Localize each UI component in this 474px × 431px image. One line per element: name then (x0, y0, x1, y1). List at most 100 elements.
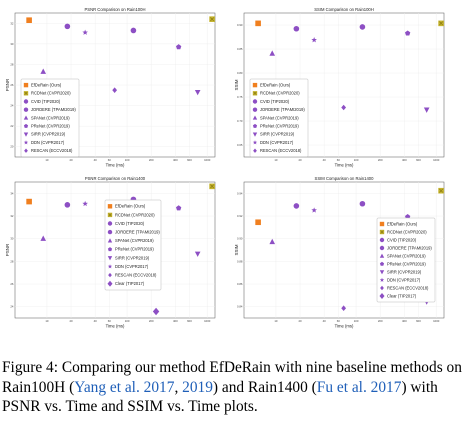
x-tick-label: 600 (187, 319, 192, 323)
x-tick-label: 20 (298, 158, 302, 162)
y-tick-label: 0.65 (237, 143, 243, 147)
x-axis-label: Time (ms) (106, 324, 125, 329)
x-tick-label: 100 (125, 158, 130, 162)
point-ddn-cvpr2017 (82, 200, 88, 207)
legend-label: RCDNet (CVPR2020) (260, 91, 300, 96)
legend-label: RCDNet (CVPR2020) (31, 91, 71, 96)
point-prenet-cvpr2019 (175, 205, 182, 211)
x-tick-label: 20 (298, 319, 302, 323)
x-tick-label: 10 (274, 319, 278, 323)
x-tick-label: 200 (149, 158, 154, 162)
figure-caption: Figure 4: Comparing our method EfDeRain … (2, 358, 470, 417)
point-rescan-eccv2018 (341, 104, 347, 111)
x-tick-label: 400 (402, 158, 407, 162)
legend-marker-prenet-cvpr2019 (379, 261, 385, 266)
legend-marker-rcdnet-cvpr2020 (23, 91, 29, 96)
legend-marker-spanet-cvpr2019 (107, 238, 113, 243)
legend-label: PReNet (CVPR2019) (31, 124, 70, 129)
x-tick-label: 40 (323, 319, 327, 323)
chart-title: PSNR Comparison on Rain100H (85, 7, 146, 12)
legend-label: PReNet (CVPR2019) (260, 124, 299, 129)
y-axis-label: PSNR (5, 78, 10, 91)
legend-label: RESCAN (ECCV2018) (31, 148, 73, 153)
ssim-rain1400-chart: 0.84 0.86 0.88 0.90 0.92 0.94 10 20 40 60 100 200 40… (232, 175, 450, 335)
x-tick-label: 60 (337, 319, 341, 323)
chart-title: PSNR Comparison on Rain1400 (85, 176, 146, 181)
point-jordere-tpami2019 (130, 27, 137, 34)
legend-marker-prenet-cvpr2019 (23, 123, 29, 128)
legend-label: Clear (TIP2017) (115, 281, 145, 286)
x-tick-label: 1000 (204, 158, 211, 162)
legend-label: SIRR (CVPR2019) (260, 132, 295, 137)
x-tick-label: 60 (337, 158, 341, 162)
legend-marker-jordere-tpami2019 (252, 107, 258, 112)
point-jordere-tpami2019 (359, 200, 366, 207)
legend-marker-prenet-cvpr2019 (252, 123, 258, 128)
x-axis-label: Time (ms) (106, 163, 125, 168)
y-axis-label: PSNR (5, 243, 10, 256)
legend-label: SPANet (CVPR2019) (260, 115, 299, 120)
legend-label: SIRR (CVPR2019) (115, 255, 150, 260)
legend-marker-sirr-cvpr2019 (252, 132, 258, 137)
legend-label: JORDERE (TPAMI2019) (260, 107, 305, 112)
legend-label: DDN (CVPR2017) (387, 277, 421, 282)
legend-marker-sirr-cvpr2019 (379, 270, 385, 275)
legend-label: EfDeRain (Ours) (260, 83, 291, 88)
x-tick-label: 200 (149, 319, 154, 323)
citation-fu-2017[interactable]: Fu et al. 2017 (316, 378, 402, 396)
point-efderain-ours (26, 17, 32, 23)
y-tick-label: 30 (10, 42, 14, 46)
x-axis-label: Time (ms) (335, 163, 354, 168)
legend-marker-spanet-cvpr2019 (379, 253, 385, 258)
y-tick-label: 24 (10, 104, 14, 108)
legend-label: SPANet (CVPR2019) (387, 253, 426, 258)
x-tick-label: 40 (94, 158, 98, 162)
x-tick-label: 400 (402, 319, 407, 323)
legend-marker-cvid-tip2020 (107, 221, 113, 226)
point-cvid-tip2020 (64, 202, 71, 208)
legend-label: DDN (CVPR2017) (115, 264, 149, 269)
y-axis-label: SSIM (234, 244, 239, 255)
legend-marker-spanet-cvpr2019 (23, 115, 29, 120)
point-rcdnet-cvpr2020 (209, 16, 215, 22)
citation-yang-2017[interactable]: Yang et al. 2017 (74, 378, 175, 396)
point-sirr-cvpr2019 (423, 107, 430, 113)
y-tick-label: 30 (10, 237, 14, 241)
point-rcdnet-cvpr2020 (438, 187, 444, 194)
psnr-rain1400-chart: 24 26 28 30 32 34 10 20 40 60 100 200 400 600 1000 PSNR… (3, 175, 221, 335)
point-efderain-ours (255, 219, 261, 226)
x-tick-label: 20 (69, 319, 73, 323)
legend-label: Clear (TIP2017) (387, 293, 417, 298)
legend-label: CVID (TIP2020) (31, 99, 61, 104)
legend-label: JORDERE (TPAMI2019) (31, 107, 76, 112)
chart-title: SSIM Comparison on Rain100H (314, 7, 374, 12)
point-rcdnet-cvpr2020 (209, 183, 215, 190)
point-jordere-tpami2019 (359, 24, 366, 30)
legend-label: DDN (CVPR2017) (260, 140, 294, 145)
point-efderain-ours (255, 20, 261, 27)
legend-label: CVID (TIP2020) (387, 237, 417, 242)
caption-text-1: Figure 4: Comparing our method EfDeRain … (2, 359, 462, 396)
x-tick-label: 100 (354, 319, 359, 323)
y-tick-label: 24 (10, 305, 14, 309)
x-tick-label: 1000 (433, 158, 440, 162)
legend-marker-ddn-cvpr2017 (252, 140, 258, 145)
point-cvid-tip2020 (293, 25, 300, 32)
y-tick-label: 0.80 (237, 71, 243, 75)
x-tick-label: 10 (45, 319, 49, 323)
legend-marker-cvid-tip2020 (379, 237, 385, 243)
legend-marker-rescan-eccv2018 (253, 148, 257, 153)
y-tick-label: 20 (10, 145, 14, 149)
legend-box (376, 217, 436, 303)
point-spanet-cvpr2019 (269, 238, 276, 245)
x-tick-label: 600 (416, 319, 421, 323)
legend-marker-rescan-eccv2018 (380, 285, 384, 291)
citation-yang-2019[interactable]: 2019 (182, 378, 213, 396)
legend-label: RESCAN (ECCV2018) (387, 285, 429, 290)
legend-marker-efderain-ours (23, 82, 29, 88)
legend-marker-rcdnet-cvpr2020 (252, 91, 258, 96)
legend-marker-cvid-tip2020 (252, 99, 258, 104)
x-tick-label: 10 (45, 158, 49, 162)
point-ddn-cvpr2017 (82, 29, 88, 35)
psnr-rain100h-svg: 20 22 24 26 28 30 32 10 20 40 60 100 200 400 600 1000 PS… (5, 7, 216, 168)
